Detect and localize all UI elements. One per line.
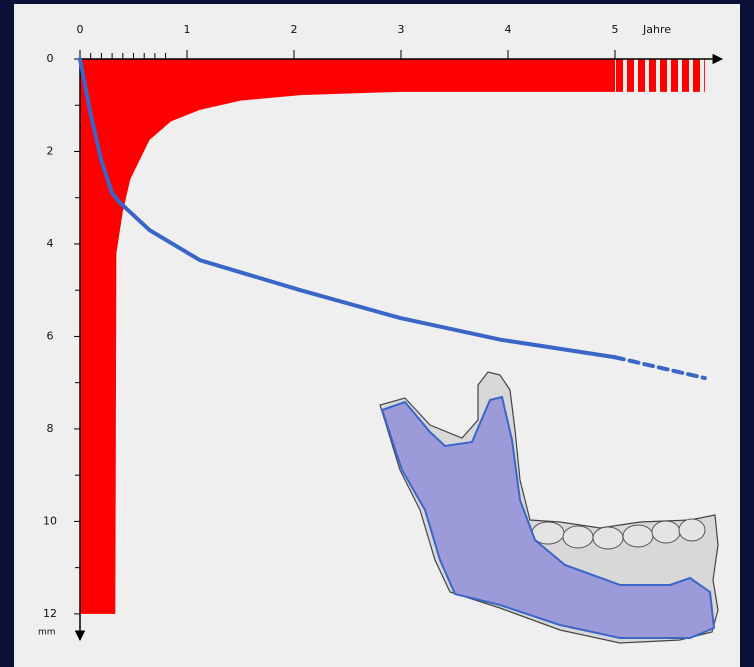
page: {"chart_data": {"type": "line", "x_axis_… bbox=[0, 0, 754, 667]
x-axis-label: Jahre bbox=[642, 23, 671, 36]
x-tick-label: 5 bbox=[612, 23, 619, 36]
x-tick-label: 2 bbox=[291, 23, 298, 36]
x-tick-label: 1 bbox=[184, 23, 191, 36]
y-tick-label: 12 bbox=[43, 607, 57, 620]
y-tick-label: 10 bbox=[43, 514, 57, 527]
x-tick-label: 4 bbox=[505, 23, 512, 36]
y-tick-label: 6 bbox=[47, 329, 54, 342]
y-tick-label: 8 bbox=[47, 422, 54, 435]
y-tick-label: 2 bbox=[47, 144, 54, 157]
x-tick-label: 0 bbox=[77, 23, 84, 36]
y-tick-label: 4 bbox=[47, 237, 54, 250]
y-tick-label: 0 bbox=[47, 52, 54, 65]
area bbox=[615, 59, 705, 92]
x-tick-label: 3 bbox=[398, 23, 405, 36]
y-axis-label: mm bbox=[38, 628, 56, 638]
chart: Jahre mm 012345024681012 bbox=[0, 0, 754, 667]
